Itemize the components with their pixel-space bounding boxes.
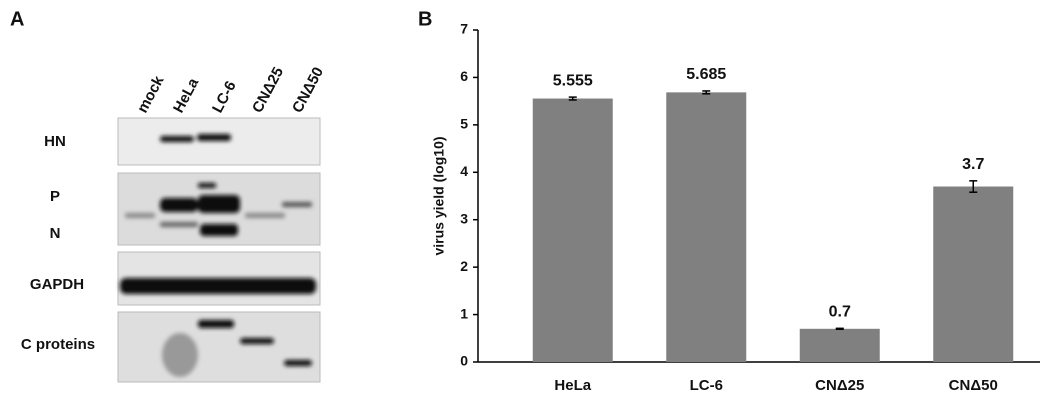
y-tick-label: 5 — [460, 116, 468, 132]
x-tick-label: HeLa — [554, 377, 591, 394]
y-tick-label: 2 — [460, 258, 468, 274]
lane-label: HeLa — [170, 75, 203, 116]
lane-label: CNΔ25 — [249, 64, 287, 115]
row-label: P — [50, 188, 60, 205]
row-label: C proteins — [21, 336, 95, 353]
lane-label: LC-6 — [209, 78, 240, 115]
bar — [799, 328, 880, 362]
bar — [666, 92, 747, 363]
blot-panels — [117, 117, 321, 383]
lane-label: mock — [134, 73, 168, 116]
x-tick-label: CNΔ25 — [815, 377, 864, 394]
y-tick-label: 7 — [460, 21, 468, 37]
value-label: 5.685 — [686, 66, 726, 83]
row-label: N — [50, 225, 61, 242]
y-tick-label: 6 — [460, 68, 468, 84]
x-tick-label: LC-6 — [690, 377, 723, 394]
panel-label: B — [418, 8, 432, 30]
bar — [532, 98, 613, 362]
lane-labels: mock HeLa LC-6 CNΔ25 CNΔ50 — [134, 64, 327, 115]
value-label: 3.7 — [962, 156, 984, 173]
lane-label: CNΔ50 — [289, 64, 327, 115]
x-tick-label: CNΔ50 — [949, 377, 998, 394]
bar — [933, 186, 1014, 362]
row-label: GAPDH — [30, 276, 84, 293]
row-label: HN — [44, 133, 66, 150]
y-axis-label: virus yield (log10) — [431, 136, 447, 255]
blot-hn — [117, 117, 321, 166]
y-tick-label: 0 — [460, 353, 468, 369]
value-label: 0.7 — [829, 304, 851, 321]
y-tick-label: 1 — [460, 305, 468, 321]
value-label: 5.555 — [553, 72, 593, 89]
panel-label: A — [10, 8, 24, 30]
bands — [120, 134, 316, 377]
y-tick-label: 4 — [460, 163, 468, 179]
y-tick-label: 3 — [460, 210, 468, 226]
